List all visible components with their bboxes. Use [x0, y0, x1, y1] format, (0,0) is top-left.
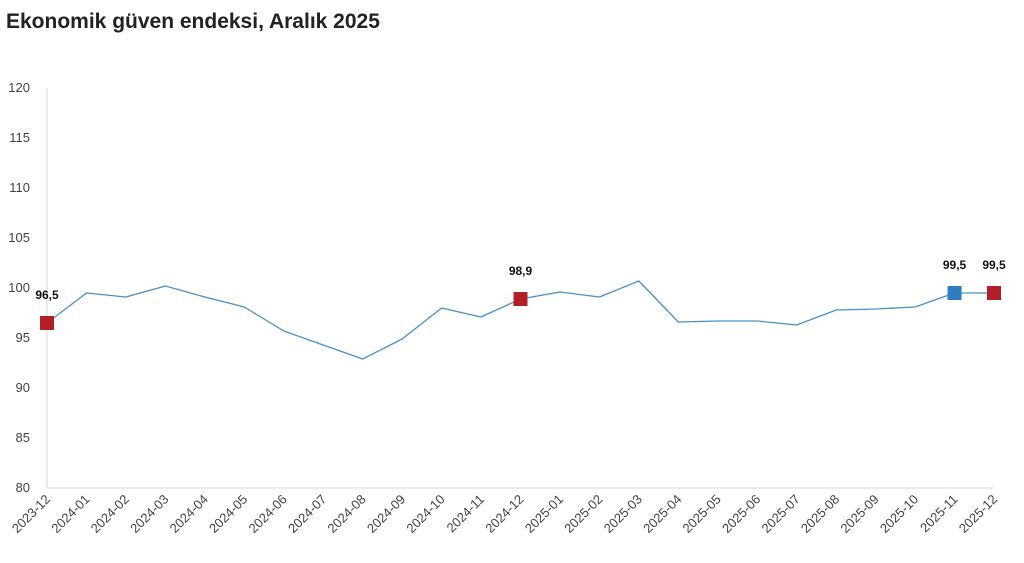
y-tick-label: 85: [16, 430, 30, 445]
x-tick-label: 2025-09: [837, 492, 881, 536]
x-tick-label: 2024-09: [364, 492, 408, 536]
y-tick-label: 115: [9, 130, 30, 145]
x-tick-label: 2025-07: [758, 492, 802, 536]
data-point-marker: [947, 286, 962, 300]
data-label: 96,5: [35, 288, 59, 302]
y-tick-label: 105: [8, 230, 30, 245]
x-tick-label: 2025-06: [719, 492, 763, 536]
chart-axes: [46, 88, 994, 489]
y-tick-label: 110: [9, 180, 30, 195]
x-tick-label: 2025-05: [680, 492, 724, 536]
x-tick-label: 2024-05: [206, 492, 250, 536]
x-tick-label: 2025-02: [561, 492, 605, 536]
chart-title: Ekonomik güven endeksi, Aralık 2025: [6, 10, 380, 33]
x-tick-label: 2025-11: [917, 492, 961, 536]
x-tick-label: 2024-12: [482, 492, 526, 536]
y-tick-label: 100: [8, 280, 30, 295]
x-tick-label: 2024-02: [88, 492, 132, 536]
x-tick-label: 2023-12: [9, 492, 53, 536]
x-tick-label: 2024-06: [246, 492, 290, 536]
x-tick-label: 2025-08: [798, 492, 842, 536]
x-tick-label: 2024-04: [167, 492, 211, 536]
data-label: 98,9: [509, 264, 533, 278]
x-tick-label: 2024-03: [127, 492, 171, 536]
y-tick-label: 90: [16, 380, 30, 395]
x-tick-label: 2024-07: [285, 492, 329, 536]
x-tick-label: 2024-11: [443, 492, 487, 536]
data-label: 99,5: [943, 258, 967, 272]
data-point-marker: [40, 316, 54, 330]
data-point-marker: [987, 286, 1001, 300]
x-axis-ticks: 2023-122024-012024-022024-032024-042024-…: [9, 492, 1000, 536]
x-tick-label: 2025-12: [956, 492, 1000, 536]
y-tick-label: 120: [8, 80, 30, 95]
marker-layer: 96,5 98,9 99,5 99,5: [35, 258, 1006, 330]
data-point-marker: [513, 292, 528, 306]
y-tick-label: 95: [16, 330, 30, 345]
y-axis-ticks: 80 85 90 95 100 105 110 115 120: [8, 80, 30, 495]
x-tick-label: 2025-03: [601, 492, 645, 536]
x-tick-label: 2024-10: [403, 492, 447, 536]
x-tick-label: 2025-01: [522, 492, 566, 536]
x-tick-label: 2024-01: [48, 492, 92, 536]
x-tick-label: 2024-08: [324, 492, 368, 536]
x-tick-label: 2025-10: [877, 492, 921, 536]
y-tick-label: 80: [16, 480, 30, 495]
x-tick-label: 2025-04: [640, 492, 684, 536]
data-label: 99,5: [982, 258, 1006, 272]
